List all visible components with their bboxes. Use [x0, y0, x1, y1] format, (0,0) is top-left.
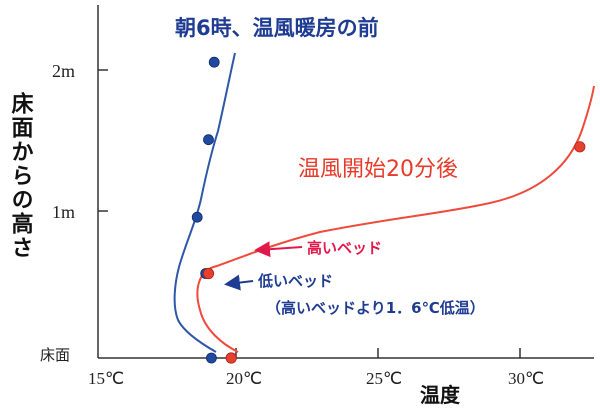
- x-tick-label-20: 20℃: [226, 369, 262, 388]
- annotation-low-bed: 低いベッド: [257, 272, 333, 290]
- series-0-point-3: [203, 134, 214, 146]
- series-label-after-20min: 温風開始20分後: [298, 157, 458, 182]
- y-axis-label: 床面からの高さ: [8, 91, 34, 260]
- annotation-low-bed-note: （高いベッドより1．6℃低温）: [266, 299, 485, 317]
- arrow-low-bed: [224, 274, 254, 291]
- x-tick-label-15: 15℃: [88, 369, 124, 388]
- series-1-point-0: [225, 352, 237, 364]
- arrow-high-bed: [254, 241, 303, 258]
- y-tick-label-floor: 床面: [40, 346, 70, 364]
- series-1-point-1: [202, 267, 215, 280]
- series-label-before-heating: 朝6時、温風暖房の前: [175, 16, 379, 40]
- series-0-point-0: [205, 352, 217, 364]
- series-1-point-2: [574, 141, 586, 153]
- x-tick-label-30: 30℃: [508, 369, 544, 388]
- y-tick-label-1m: 1m: [52, 202, 75, 222]
- series-line-before-heating: [173, 52, 236, 353]
- x-axis-label: 温度: [420, 383, 461, 407]
- series-0-point-4: [208, 56, 220, 68]
- series-line-after-20min: [196, 85, 595, 353]
- data-points: [191, 56, 586, 364]
- series-0-point-2: [191, 211, 203, 223]
- y-tick-label-2m: 2m: [52, 61, 75, 81]
- annotation-high-bed: 高いベッド: [307, 239, 382, 257]
- x-tick-label-25: 25℃: [366, 369, 402, 388]
